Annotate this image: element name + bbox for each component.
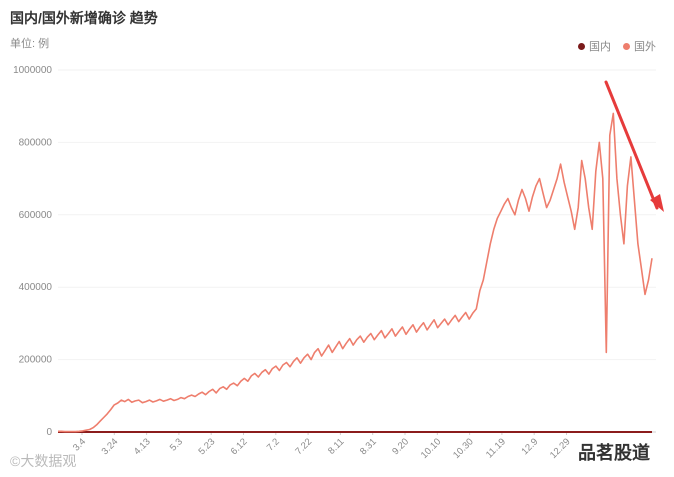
y-axis-unit-label: 单位: 例: [10, 38, 50, 50]
legend-label-foreign: 国外: [634, 41, 656, 53]
chart-title: 国内/国外新增确诊 趋势: [10, 10, 158, 26]
x-tick-label: 12.29: [548, 436, 573, 461]
legend-dot-foreign-icon: [623, 42, 630, 50]
legend-item-foreign[interactable]: 国外: [623, 38, 656, 54]
x-tick-label: 4.13: [132, 436, 153, 457]
y-tick-label: 400000: [19, 282, 53, 293]
watermark-left: ©大数据观: [10, 453, 77, 469]
chart-legend: 国内 国外: [578, 38, 656, 54]
y-tick-label: 800000: [19, 137, 53, 148]
legend-label-domestic: 国内: [589, 41, 611, 53]
legend-dot-domestic-icon: [578, 42, 585, 50]
y-tick-label: 1000000: [13, 65, 52, 76]
legend-item-domestic[interactable]: 国内: [578, 38, 611, 54]
x-tick-label: 10.10: [419, 436, 444, 461]
y-tick-label: 600000: [19, 210, 53, 221]
annotation-arrow-head-icon: [650, 194, 664, 212]
x-tick-label: 5.3: [168, 436, 185, 453]
x-tick-label: 8.11: [326, 436, 346, 456]
annotation-arrow-shaft: [604, 80, 659, 210]
series-line-foreign: [58, 112, 653, 433]
x-tick-label: 7.2: [265, 436, 282, 453]
x-tick-label: 3.24: [100, 436, 121, 457]
watermark-right: 品茗股道: [576, 439, 652, 465]
x-tick-label: 8.31: [358, 436, 379, 457]
x-tick-label: 9.20: [390, 436, 411, 457]
x-tick-label: 7.22: [293, 436, 314, 457]
x-tick-label: 5.23: [196, 436, 217, 457]
x-tick-label: 6.12: [229, 436, 250, 457]
y-tick-label: 0: [46, 427, 52, 438]
y-tick-label: 200000: [19, 355, 53, 366]
x-tick-label: 10.30: [451, 436, 476, 461]
x-tick-label: 12.9: [519, 436, 540, 457]
x-tick-label: 11.19: [484, 436, 508, 460]
